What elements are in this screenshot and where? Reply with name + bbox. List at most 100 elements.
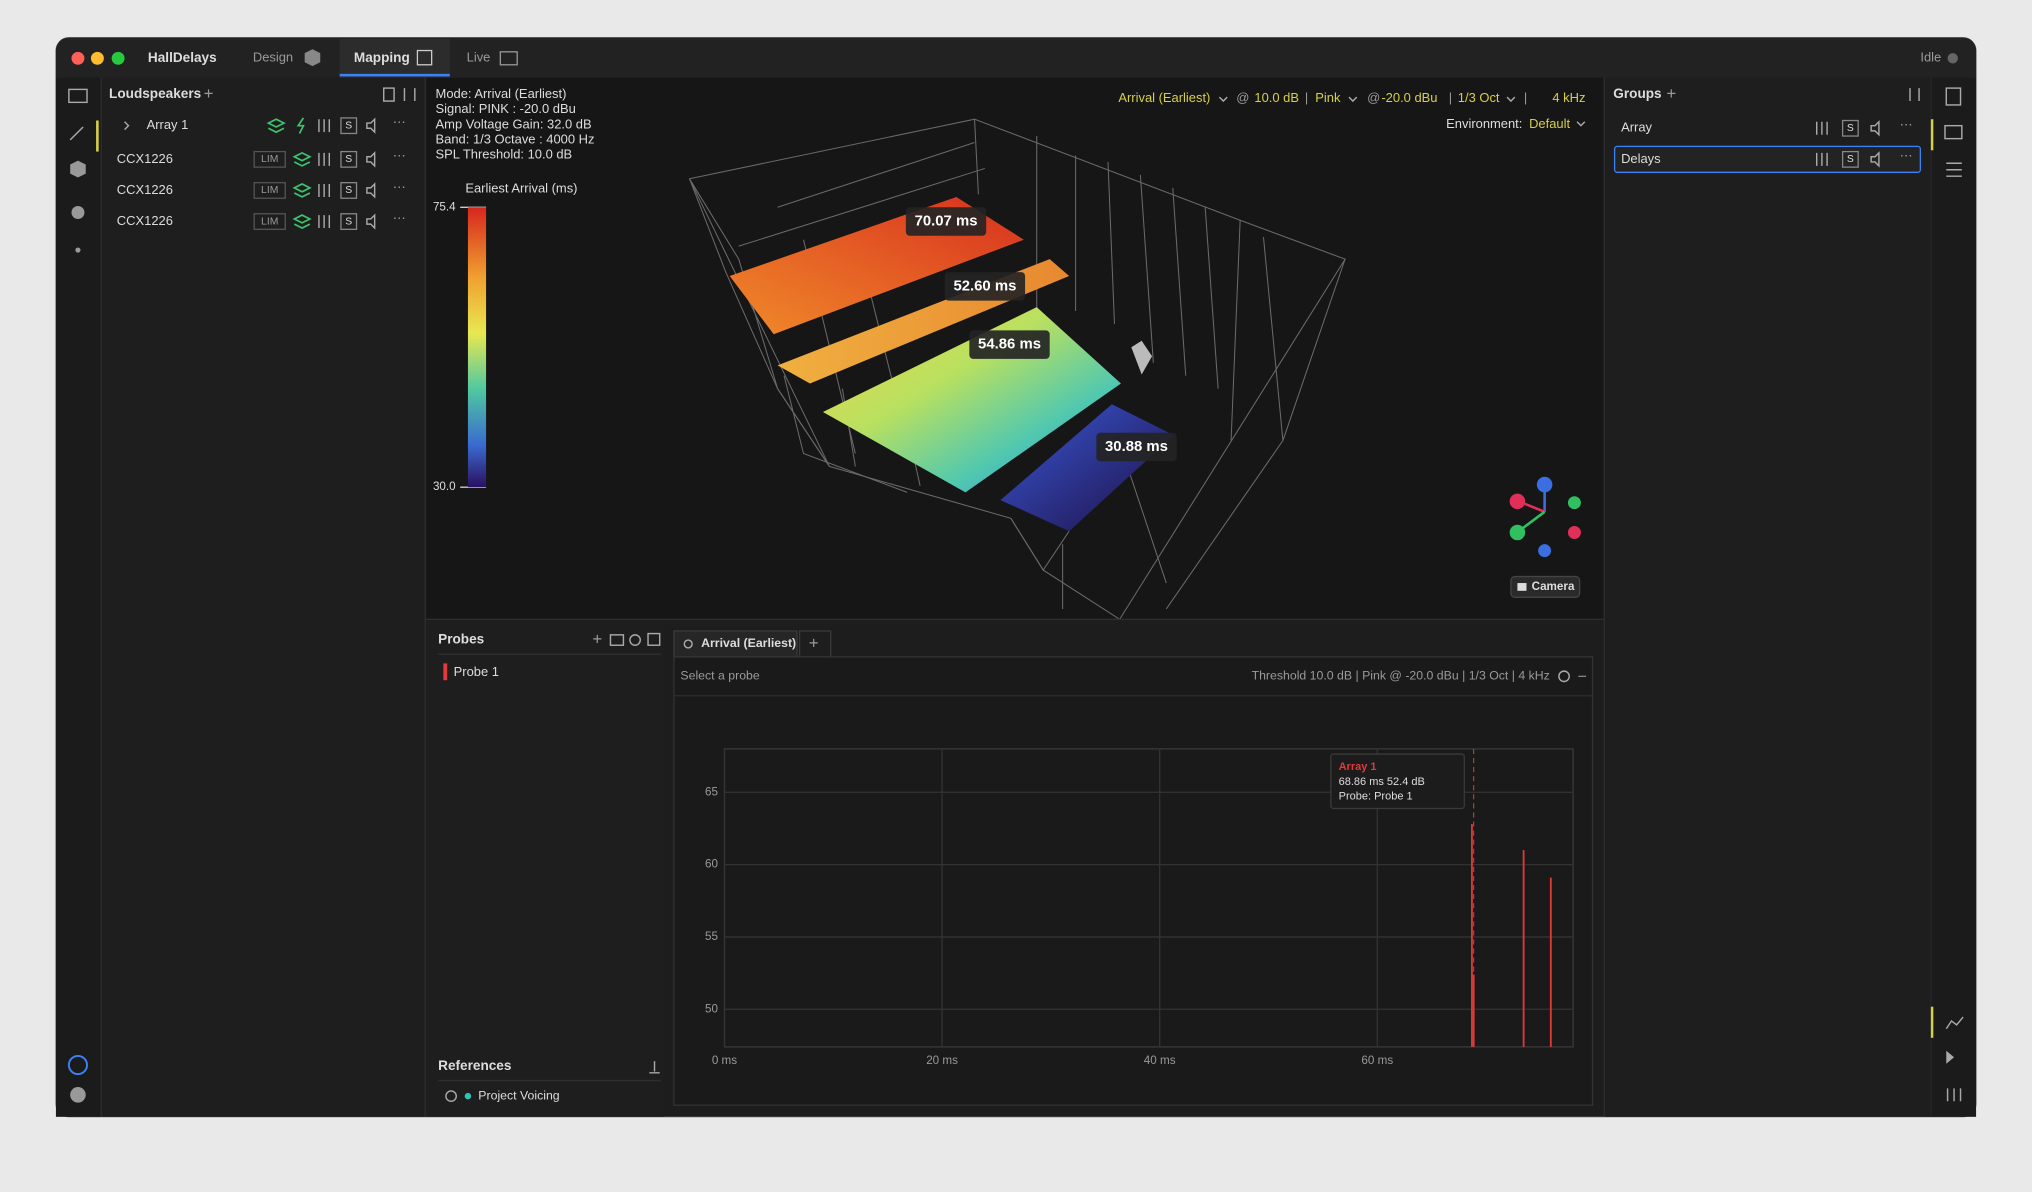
toolbar-item[interactable]: 4 kHz (1552, 90, 1585, 105)
colorbar-label: 30.0 (433, 480, 456, 493)
solo[interactable]: S (345, 154, 352, 165)
decoration (1567, 496, 1581, 510)
decoration (75, 247, 81, 253)
mute-icon (366, 213, 376, 230)
decoration (1510, 575, 1581, 598)
decoration (1946, 1050, 1955, 1064)
tab[interactable]: Mapping (354, 50, 410, 65)
label-box (905, 207, 987, 236)
arrival-label: 52.60 ms (953, 278, 1016, 294)
probe[interactable]: Probe 1 (454, 664, 499, 679)
decoration (383, 87, 395, 102)
x-tick-label: 20 ms (926, 1054, 958, 1067)
info-line: Signal: PINK : -20.0 dBu (436, 101, 576, 116)
limit: LIM (261, 185, 278, 196)
y-tick-label: 65 (705, 785, 718, 798)
tooltip-line: 68.86 ms 52.4 dB (1339, 776, 1425, 788)
solo[interactable]: S (345, 120, 352, 131)
group: 70.07 ms 52.60 ms 54.86 ms 30.88 ms (905, 207, 1177, 462)
decoration (71, 51, 85, 65)
decoration (1576, 121, 1586, 127)
reference[interactable]: Project Voicing (478, 1088, 560, 1102)
tab[interactable]: Design (253, 50, 293, 65)
analysis-tab[interactable]: Arrival (Earliest) (701, 636, 796, 650)
solo[interactable]: S (1847, 123, 1854, 134)
decoration (1947, 53, 1958, 64)
more: ⋯ (1900, 148, 1913, 163)
dropdown (1348, 96, 1358, 103)
decoration (416, 49, 433, 66)
tooltip (1330, 753, 1465, 810)
decoration (102, 77, 426, 1117)
toolbar-item[interactable]: Arrival (Earliest) (1118, 90, 1210, 105)
label-box (944, 272, 1026, 301)
decoration (304, 49, 321, 67)
decoration (1946, 1088, 1962, 1102)
label-box (1096, 432, 1177, 462)
decoration (1946, 162, 1962, 177)
arrival-label: 54.86 ms (978, 337, 1041, 353)
more: ⋯ (393, 115, 406, 130)
toolbar-item[interactable]: Pink (1315, 90, 1341, 105)
toolbar-item[interactable]: @ (1367, 90, 1380, 105)
decoration (1613, 145, 1922, 173)
more: ⋯ (393, 210, 406, 225)
decoration (426, 620, 664, 1117)
separator: | (1305, 90, 1308, 105)
mixer-icon (318, 183, 331, 197)
decoration (629, 634, 641, 646)
loudspeaker-name[interactable]: CCX1226 (117, 151, 173, 166)
decoration (1909, 88, 1920, 102)
info-line: Amp Voltage Gain: 32.0 dB (436, 116, 592, 131)
group-name[interactable]: Array (1621, 120, 1652, 135)
x-tick-label: 60 ms (1361, 1054, 1393, 1067)
solo-box (340, 150, 358, 168)
solo-box (340, 117, 358, 135)
loudspeaker-name[interactable]: CCX1226 (117, 182, 173, 197)
decoration (1567, 526, 1581, 539)
y-tick-label: 55 (705, 930, 718, 943)
solo[interactable]: S (1847, 154, 1854, 165)
colorbar (467, 207, 487, 488)
tab[interactable]: Live (467, 50, 491, 65)
dropdown (1218, 96, 1228, 103)
solo[interactable]: S (345, 185, 352, 196)
limit-box (253, 213, 286, 230)
chevron[interactable] (124, 121, 130, 131)
loudspeaker-name[interactable]: CCX1226 (117, 213, 173, 228)
limit-box (253, 182, 286, 199)
decoration (798, 630, 832, 658)
toolbar-item[interactable]: @ (1236, 90, 1249, 105)
decoration (647, 632, 661, 646)
decoration (403, 88, 416, 102)
hint: Select a probe (680, 669, 759, 683)
tooltip-title: Array 1 (1339, 761, 1377, 773)
decoration (1605, 77, 1931, 1117)
decoration (96, 120, 99, 152)
camera-button[interactable]: Camera (1532, 580, 1575, 593)
decoration (1538, 544, 1552, 558)
environment[interactable]: Default (1529, 116, 1570, 131)
solo[interactable]: S (345, 216, 352, 227)
limit: LIM (261, 154, 278, 165)
group-name[interactable]: Delays (1621, 151, 1661, 166)
toolbar-item[interactable]: 1/3 Oct (1458, 90, 1500, 105)
toolbar-item[interactable]: 10.0 dB (1254, 90, 1299, 105)
toolbar-item[interactable]: -20.0 dBu (1381, 90, 1437, 105)
mixer-icon (318, 152, 331, 166)
solo-box (340, 213, 358, 230)
decoration (339, 73, 450, 77)
mute-icon (1870, 120, 1880, 137)
mute-icon (366, 151, 376, 168)
decoration (1930, 77, 1977, 1117)
decoration (55, 77, 102, 1117)
decoration (1930, 1006, 1934, 1038)
decoration (609, 634, 625, 646)
arrival-label: 30.88 ms (1105, 439, 1168, 455)
power-icon (296, 117, 305, 134)
decoration: + (592, 630, 602, 649)
x-tick-label: 0 ms (712, 1054, 737, 1067)
loudspeaker-name[interactable]: Array 1 (147, 117, 189, 132)
decoration (71, 206, 85, 219)
